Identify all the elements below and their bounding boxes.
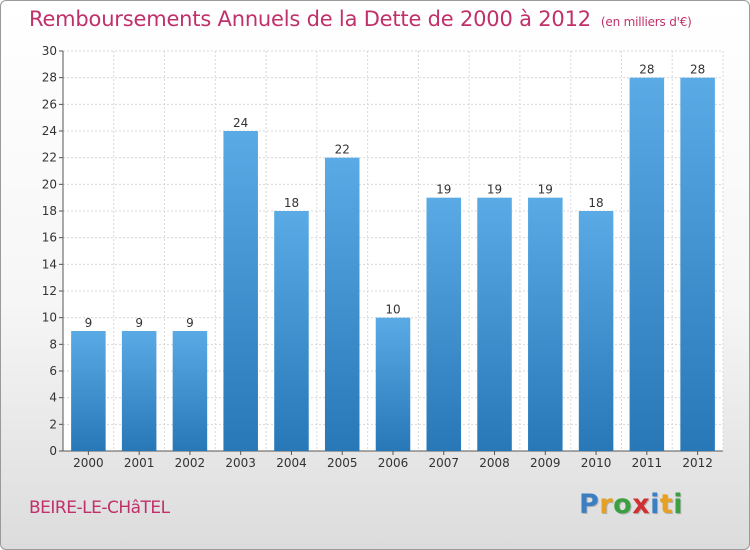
x-tick-label: 2000: [73, 456, 104, 470]
data-label: 22: [335, 143, 350, 157]
x-tick-label: 2005: [327, 456, 358, 470]
y-tick-label: 12: [42, 284, 57, 298]
x-tick-label: 2012: [682, 456, 713, 470]
x-tick-label: 2002: [175, 456, 206, 470]
commune-name: BEIRE-LE-CHâTEL: [29, 498, 170, 518]
labels: 0246810121416182022242628302000920019200…: [42, 44, 713, 470]
data-label: 28: [690, 63, 705, 77]
bar: [629, 77, 665, 452]
bar: [223, 131, 258, 451]
data-label: 19: [487, 183, 502, 197]
bar: [426, 197, 462, 451]
y-tick-label: 24: [42, 124, 57, 138]
bar: [375, 317, 411, 451]
bar: [274, 211, 309, 451]
y-tick-label: 22: [42, 151, 57, 165]
y-tick-label: 18: [42, 204, 57, 218]
data-label: 9: [135, 316, 143, 330]
y-tick-label: 2: [49, 417, 57, 431]
y-tick-label: 16: [42, 231, 57, 245]
data-label: 24: [233, 116, 248, 130]
data-label: 10: [385, 303, 400, 317]
bar: [578, 211, 614, 451]
logo-letter: x: [632, 489, 651, 520]
x-tick-label: 2009: [530, 456, 561, 470]
y-tick-label: 8: [49, 337, 57, 351]
data-label: 9: [85, 316, 93, 330]
data-label: 18: [588, 196, 603, 210]
bar: [324, 157, 360, 451]
logo-letter: r: [599, 489, 614, 520]
y-tick-label: 26: [42, 97, 57, 111]
bar: [528, 197, 563, 451]
y-tick-label: 14: [42, 257, 57, 271]
y-tick-label: 20: [42, 177, 57, 191]
x-tick-label: 2001: [124, 456, 155, 470]
proxiti-logo[interactable]: Proxiti: [579, 489, 683, 520]
data-label: 28: [639, 63, 654, 77]
logo-letter: t: [659, 489, 674, 520]
logo-letter: o: [613, 489, 633, 520]
y-tick-label: 4: [49, 391, 57, 405]
x-tick-label: 2011: [632, 456, 663, 470]
data-label: 19: [436, 183, 451, 197]
logo-letter: i: [650, 489, 660, 520]
x-tick-label: 2008: [479, 456, 510, 470]
data-label: 9: [186, 316, 194, 330]
bar: [477, 197, 512, 451]
bar: [121, 331, 157, 451]
x-tick-label: 2006: [378, 456, 409, 470]
y-tick-label: 6: [49, 364, 57, 378]
data-label: 19: [538, 183, 553, 197]
y-tick-label: 30: [42, 44, 57, 58]
bar: [680, 77, 715, 452]
bar: [71, 331, 106, 451]
data-label: 18: [284, 196, 299, 210]
x-tick-label: 2007: [428, 456, 459, 470]
x-tick-label: 2010: [581, 456, 612, 470]
chart-subtitle: (en milliers d'€): [600, 15, 692, 29]
x-tick-label: 2003: [225, 456, 256, 470]
y-tick-label: 28: [42, 71, 57, 85]
chart-title: Remboursements Annuels de la Dette de 20…: [29, 7, 692, 31]
y-tick-label: 0: [49, 444, 57, 458]
logo-letter: P: [579, 489, 600, 520]
logo-letter: i: [673, 489, 684, 520]
y-tick-label: 10: [42, 311, 57, 325]
title-text: Remboursements Annuels de la Dette de 20…: [29, 7, 591, 31]
bars: [71, 77, 715, 452]
bar: [172, 331, 208, 451]
x-tick-label: 2004: [276, 456, 307, 470]
